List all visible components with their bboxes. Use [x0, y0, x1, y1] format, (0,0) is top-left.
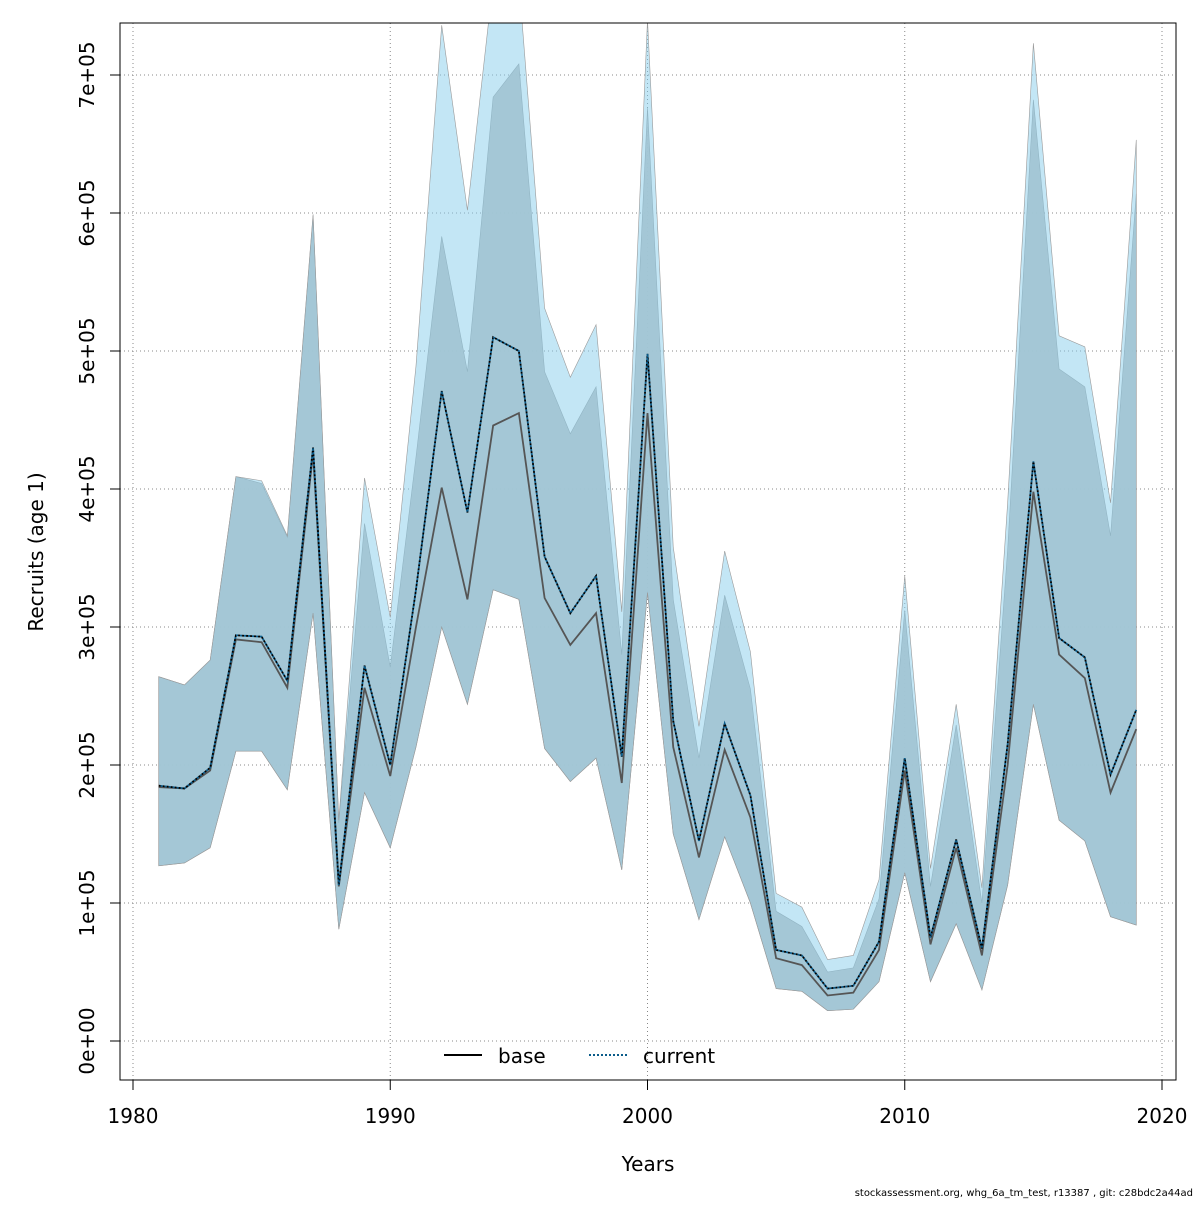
band-current [158, 23, 1137, 1011]
y-tick-label: 0e+00 [75, 1007, 99, 1074]
x-axis-title: Years [621, 1152, 675, 1176]
x-tick-label: 1980 [108, 1104, 159, 1128]
y-tick-label: 6e+05 [75, 179, 99, 246]
y-tick-label: 1e+05 [75, 869, 99, 936]
legend-current-label: current [643, 1044, 715, 1068]
series-lines [158, 335, 1138, 997]
y-tick-label: 3e+05 [75, 593, 99, 660]
confidence-bands [158, 23, 1137, 1011]
legend-base-label: base [498, 1044, 546, 1068]
legend: base current [444, 1044, 715, 1068]
x-tick-label: 2020 [1137, 1104, 1188, 1128]
y-axis-title: Recruits (age 1) [24, 472, 48, 631]
line-current-accent [158, 335, 1138, 990]
axes: 1980 1990 2000 2010 2020 0e+00 1e+05 2e+05 3e+05… [75, 41, 1187, 1128]
y-tick-label: 7e+05 [75, 41, 99, 108]
y-tick-label: 5e+05 [75, 317, 99, 384]
x-tick-label: 2000 [622, 1104, 673, 1128]
line-current [158, 335, 1138, 990]
y-tick-label: 4e+05 [75, 455, 99, 522]
x-tick-label: 1990 [365, 1104, 416, 1128]
x-tick-label: 2010 [879, 1104, 930, 1128]
footer-text: stockassessment.org, whg_6a_tm_test, r13… [855, 1188, 1193, 1199]
y-tick-label: 2e+05 [75, 731, 99, 798]
